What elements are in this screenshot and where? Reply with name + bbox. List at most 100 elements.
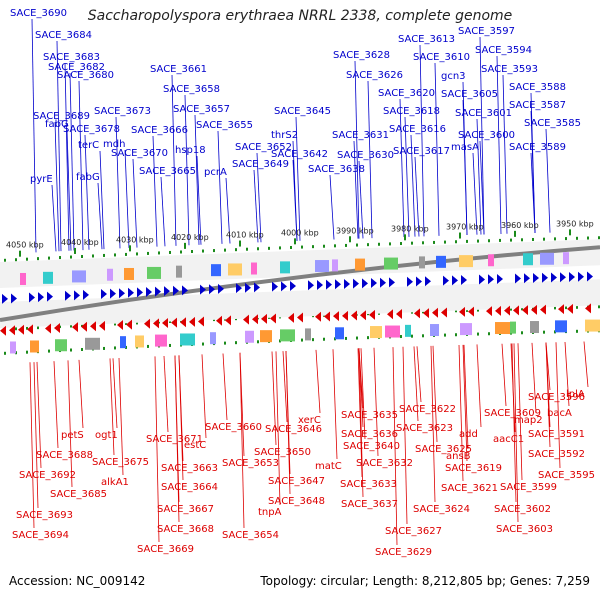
gene-label-forward[interactable]: fabG [76, 172, 100, 183]
reverse-gene-arrow[interactable] [225, 315, 231, 326]
gene-label-reverse[interactable]: tnpA [258, 507, 282, 518]
gene-label-reverse[interactable]: SACE_3625 [415, 444, 472, 455]
reverse-gene-arrow[interactable] [522, 305, 528, 316]
gene-label-reverse[interactable]: alkA1 [101, 477, 129, 488]
gene-label-forward[interactable]: SACE_3585 [524, 118, 581, 129]
gene-label-reverse[interactable]: SACE_3692 [19, 470, 76, 481]
gene-label-reverse[interactable]: estC [184, 440, 206, 451]
reverse-gene-arrow[interactable] [126, 319, 132, 330]
reverse-gene-arrow[interactable] [18, 324, 24, 335]
reverse-gene-arrow[interactable] [432, 307, 438, 318]
forward-gene-arrow[interactable] [551, 272, 557, 283]
gene-label-forward[interactable]: SACE_3601 [455, 108, 512, 119]
reverse-gene-arrow[interactable] [315, 311, 321, 322]
reverse-gene-arrow[interactable] [45, 323, 51, 334]
gene-label-reverse[interactable]: SACE_3653 [222, 458, 279, 469]
gene-label-forward[interactable]: masA [451, 142, 479, 153]
forward-gene-arrow[interactable] [281, 281, 287, 292]
forward-gene-arrow[interactable] [155, 286, 161, 297]
forward-gene-arrow[interactable] [524, 273, 530, 284]
forward-gene-arrow[interactable] [128, 287, 134, 298]
reverse-gene-arrow[interactable] [171, 317, 177, 328]
gene-label-reverse[interactable]: SACE_3621 [441, 483, 498, 494]
gene-label-reverse[interactable]: SACE_3635 [341, 410, 398, 421]
gene-label-reverse[interactable]: matC [315, 461, 342, 472]
gene-label-reverse[interactable]: SACE_3609 [484, 408, 541, 419]
gene-label-forward[interactable]: SACE_3682 [48, 62, 105, 73]
gene-label-forward[interactable]: hsp18 [175, 145, 206, 156]
gene-label-forward[interactable]: SACE_3690 [10, 8, 67, 19]
reverse-gene-arrow[interactable] [486, 306, 492, 317]
gene-label-forward[interactable]: SACE_3626 [346, 70, 403, 81]
gene-label-reverse[interactable]: SACE_3675 [92, 457, 149, 468]
gene-label-forward[interactable]: SACE_3613 [398, 34, 455, 45]
gene-label-reverse[interactable]: SACE_3629 [375, 547, 432, 558]
gene-label-forward[interactable]: thrS2 [271, 130, 298, 141]
forward-gene-arrow[interactable] [290, 280, 296, 291]
gene-label-forward[interactable]: SACE_3657 [173, 104, 230, 115]
reverse-gene-arrow[interactable] [423, 308, 429, 319]
reverse-gene-arrow[interactable] [513, 305, 519, 316]
reverse-gene-arrow[interactable] [585, 303, 591, 314]
gene-label-reverse[interactable]: SACE_3663 [161, 463, 218, 474]
forward-gene-arrow[interactable] [119, 288, 125, 299]
gene-label-forward[interactable]: SACE_3589 [509, 142, 566, 153]
reverse-gene-arrow[interactable] [144, 318, 150, 329]
reverse-gene-arrow[interactable] [567, 303, 573, 314]
forward-gene-arrow[interactable] [101, 289, 107, 300]
forward-gene-arrow[interactable] [416, 276, 422, 287]
gene-label-reverse[interactable]: SACE_3650 [254, 447, 311, 458]
gene-label-forward[interactable]: SACE_3678 [63, 124, 120, 135]
reverse-gene-arrow[interactable] [153, 318, 159, 329]
gene-label-forward[interactable]: mdh [103, 139, 125, 150]
gene-label-forward[interactable]: SACE_3642 [271, 149, 328, 160]
reverse-gene-arrow[interactable] [351, 310, 357, 321]
gene-label-forward[interactable]: SACE_3649 [232, 159, 289, 170]
gene-label-reverse[interactable]: SACE_3694 [12, 530, 69, 541]
gene-label-reverse[interactable]: SACE_3636 [341, 429, 398, 440]
forward-gene-arrow[interactable] [497, 273, 503, 284]
reverse-gene-arrow[interactable] [261, 313, 267, 324]
forward-gene-arrow[interactable] [11, 293, 17, 304]
reverse-gene-arrow[interactable] [9, 325, 15, 336]
forward-gene-arrow[interactable] [110, 288, 116, 299]
reverse-gene-arrow[interactable] [297, 312, 303, 323]
forward-gene-arrow[interactable] [407, 276, 413, 287]
forward-gene-arrow[interactable] [425, 276, 431, 287]
gene-label-forward[interactable]: SACE_3628 [333, 50, 390, 61]
gene-label-reverse[interactable]: SACE_3669 [137, 544, 194, 555]
reverse-gene-arrow[interactable] [216, 315, 222, 326]
forward-gene-arrow[interactable] [182, 285, 188, 296]
gene-label-reverse[interactable]: SACE_3632 [356, 458, 413, 469]
gene-label-reverse[interactable]: SACE_3627 [385, 526, 442, 537]
gene-label-reverse[interactable]: SACE_3591 [528, 429, 585, 440]
gene-label-reverse[interactable]: SACE_3619 [445, 463, 502, 474]
forward-gene-arrow[interactable] [542, 272, 548, 283]
gene-label-forward[interactable]: SACE_3620 [378, 88, 435, 99]
forward-gene-arrow[interactable] [38, 292, 44, 303]
reverse-gene-arrow[interactable] [441, 307, 447, 318]
reverse-gene-arrow[interactable] [558, 304, 564, 315]
gene-label-reverse[interactable]: SACE_3602 [494, 504, 551, 515]
gene-label-forward[interactable]: terC [78, 140, 99, 151]
gene-label-reverse[interactable]: map2 [514, 415, 543, 426]
gene-label-reverse[interactable]: SACE_3595 [538, 470, 595, 481]
gene-label-forward[interactable]: SACE_3587 [509, 100, 566, 111]
forward-gene-arrow[interactable] [515, 273, 521, 284]
forward-gene-arrow[interactable] [209, 284, 215, 295]
gene-label-forward[interactable]: SACE_3655 [196, 120, 253, 131]
gene-label-reverse[interactable]: SACE_3603 [496, 524, 553, 535]
forward-gene-arrow[interactable] [254, 282, 260, 293]
reverse-gene-arrow[interactable] [99, 320, 105, 331]
gene-label-forward[interactable]: SACE_3689 [33, 111, 90, 122]
forward-gene-arrow[interactable] [218, 283, 224, 294]
forward-gene-arrow[interactable] [344, 278, 350, 289]
gene-label-reverse[interactable]: SACE_3693 [16, 510, 73, 521]
forward-gene-arrow[interactable] [47, 291, 53, 302]
forward-gene-arrow[interactable] [74, 290, 80, 301]
forward-gene-arrow[interactable] [164, 286, 170, 297]
gene-label-forward[interactable]: pyrE [30, 174, 53, 185]
forward-gene-arrow[interactable] [353, 278, 359, 289]
gene-label-forward[interactable]: SACE_3593 [481, 64, 538, 75]
reverse-gene-arrow[interactable] [324, 311, 330, 322]
